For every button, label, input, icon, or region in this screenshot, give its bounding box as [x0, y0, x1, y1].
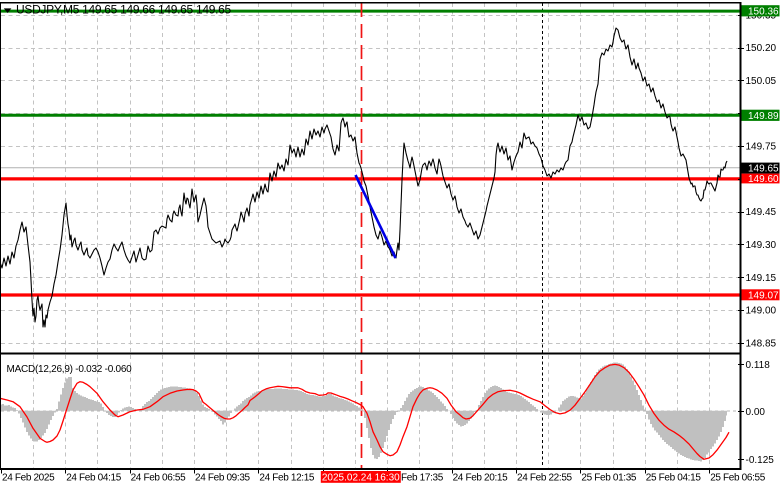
svg-text:USDJPY,M5 149.65 149.66 149.65: USDJPY,M5 149.65 149.66 149.65 149.65 — [16, 3, 231, 17]
svg-text:148.85: 148.85 — [746, 338, 777, 349]
svg-text:149.15: 149.15 — [746, 273, 777, 284]
svg-text:150.20: 150.20 — [746, 43, 777, 54]
svg-text:150.36: 150.36 — [748, 6, 779, 17]
svg-text:149.30: 149.30 — [746, 240, 777, 251]
svg-text:150.05: 150.05 — [746, 76, 777, 87]
svg-text:25 Feb 04:15: 25 Feb 04:15 — [646, 473, 702, 484]
svg-text:0.118: 0.118 — [746, 360, 771, 371]
svg-text:24 Feb 06:55: 24 Feb 06:55 — [131, 473, 187, 484]
svg-text:-0.125: -0.125 — [746, 455, 775, 466]
svg-text:24 Feb 09:35: 24 Feb 09:35 — [195, 473, 251, 484]
svg-text:149.75: 149.75 — [746, 142, 777, 153]
svg-text:2025.02.24 16:30: 2025.02.24 16:30 — [322, 473, 400, 484]
svg-text:24 Feb 22:55: 24 Feb 22:55 — [517, 473, 573, 484]
svg-text:MACD(12,26,9) -0.032 -0.060: MACD(12,26,9) -0.032 -0.060 — [7, 364, 133, 375]
svg-text:24 Feb 20:15: 24 Feb 20:15 — [453, 473, 509, 484]
svg-text:149.07: 149.07 — [748, 290, 779, 301]
svg-text:149.45: 149.45 — [746, 207, 777, 218]
svg-text:24 Feb 17:35: 24 Feb 17:35 — [388, 473, 444, 484]
svg-text:24 Feb 04:15: 24 Feb 04:15 — [66, 473, 122, 484]
svg-text:149.60: 149.60 — [748, 174, 779, 185]
svg-text:24 Feb 2025: 24 Feb 2025 — [2, 473, 55, 484]
svg-text:149.89: 149.89 — [748, 111, 779, 122]
svg-text:25 Feb 06:55: 25 Feb 06:55 — [710, 473, 766, 484]
svg-text:149.00: 149.00 — [746, 306, 777, 317]
svg-text:0.00: 0.00 — [746, 407, 766, 418]
svg-text:149.65: 149.65 — [748, 164, 779, 175]
svg-text:24 Feb 12:15: 24 Feb 12:15 — [259, 473, 315, 484]
svg-text:25 Feb 01:35: 25 Feb 01:35 — [581, 473, 637, 484]
